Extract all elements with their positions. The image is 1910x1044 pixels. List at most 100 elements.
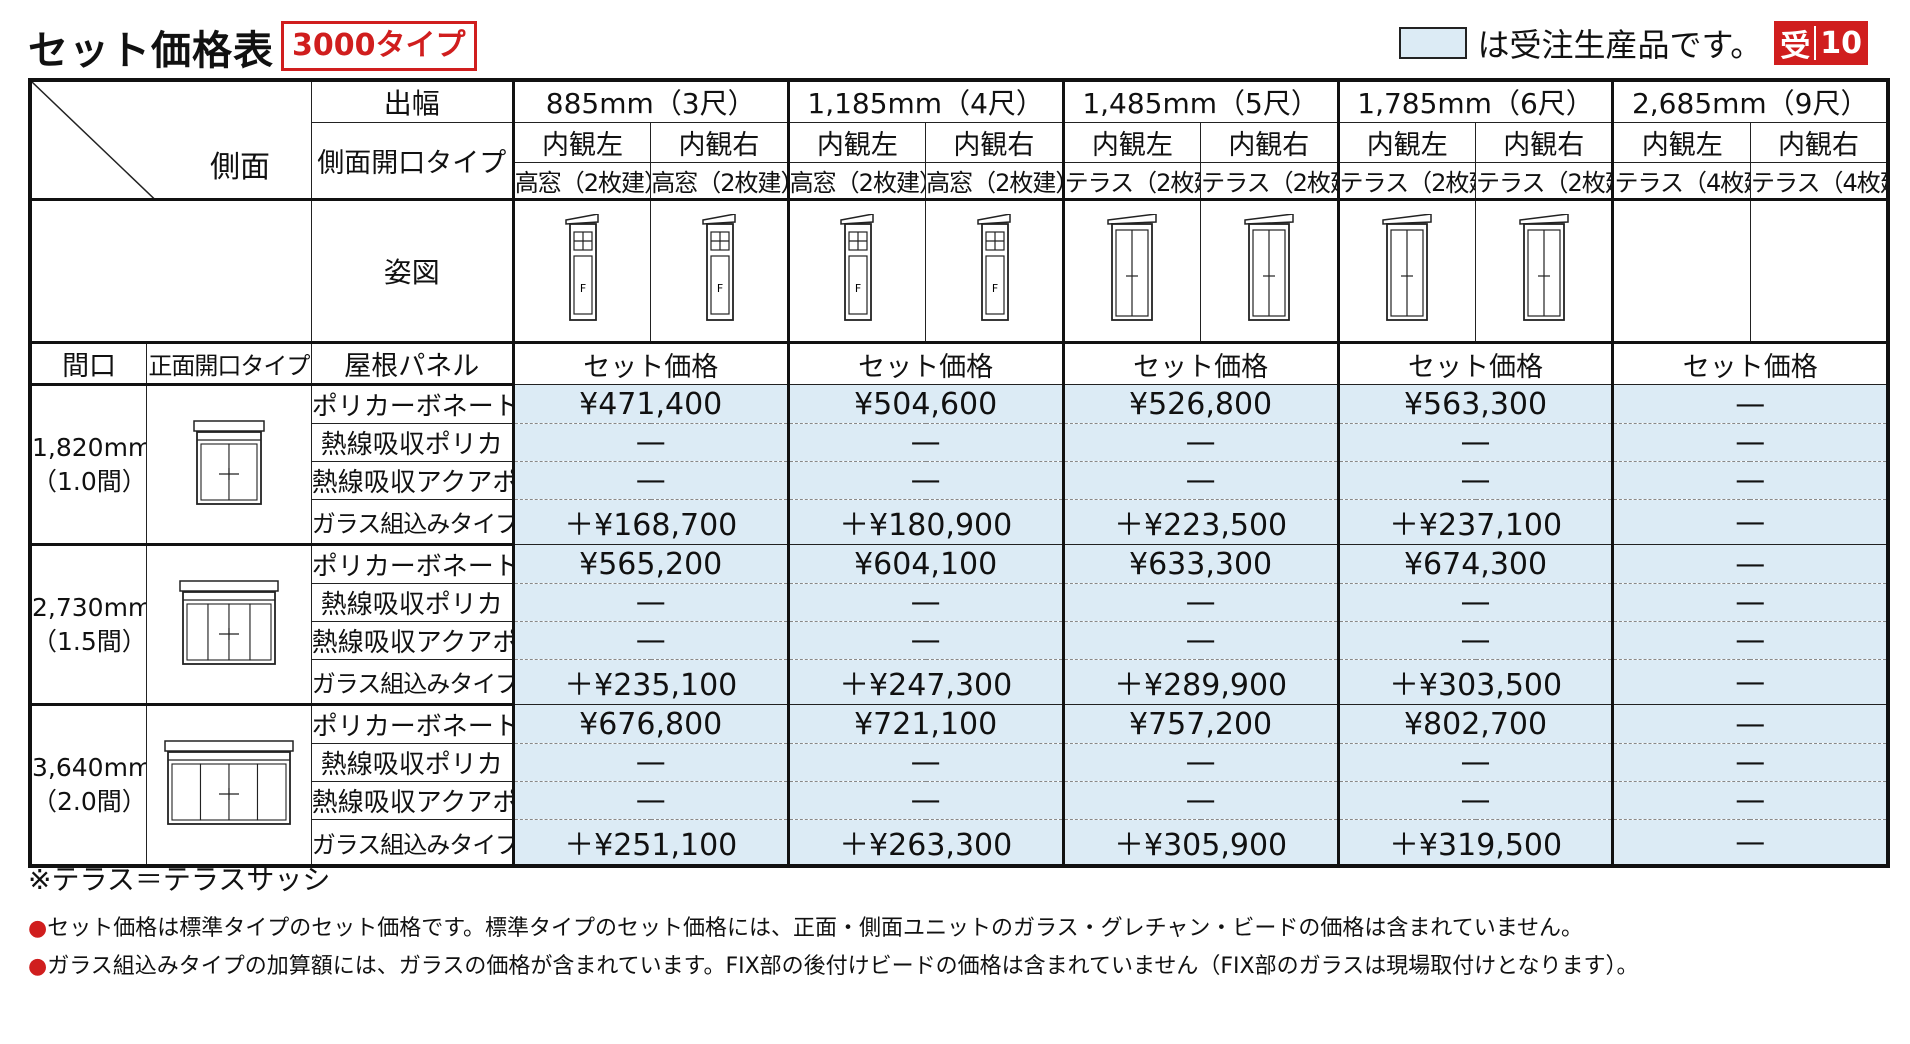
opening-type-1: 高窓（2枚建） <box>650 162 789 200</box>
legend-swatch <box>1399 27 1468 59</box>
side-elevation-terrace-icon <box>1102 213 1162 328</box>
front-elevation-icon <box>164 740 294 830</box>
price-cell: — <box>1611 384 1889 424</box>
maguchi-cell-1: 2,730mm （1.5間） <box>29 543 148 705</box>
maguchi-mm: 1,820mm <box>32 432 147 462</box>
width-1785: 1,785mm（6尺） <box>1336 79 1614 123</box>
roof-type-label: 熱線吸収ポリカ <box>310 423 514 462</box>
svg-text:F: F <box>855 282 861 295</box>
price-cell: — <box>1336 461 1614 500</box>
price-row: 熱線吸収アクアポリカ————— <box>30 781 1889 820</box>
roof-type-label: ガラス組込みタイプ加算額 <box>310 659 514 705</box>
price-cell: — <box>511 743 789 782</box>
side-elevation-terrace-icon <box>1377 213 1437 328</box>
legend-text: は受注生産品です。 <box>1477 26 1763 64</box>
price-cell: — <box>1611 743 1889 782</box>
price-cell: — <box>1611 583 1889 622</box>
side-left-1: 内観左 <box>786 122 927 163</box>
price-cell: — <box>1611 499 1889 545</box>
side-right-4: 内観右 <box>1749 122 1889 163</box>
price-cell: ＋¥305,900 <box>1061 819 1339 867</box>
front-type-cell-0 <box>146 383 312 545</box>
price-cell: — <box>786 743 1064 782</box>
figure-cell-4 <box>1061 198 1202 343</box>
price-cell: ¥563,300 <box>1336 384 1614 424</box>
width-1185: 1,185mm（4尺） <box>786 79 1064 123</box>
price-cell: ＋¥263,300 <box>786 819 1064 867</box>
price-cell: — <box>1611 704 1889 744</box>
opening-type-7: テラス（2枚建） <box>1475 162 1614 200</box>
col-roof: 屋根パネル <box>310 341 514 385</box>
side-right-2: 内観右 <box>1200 122 1339 163</box>
roof-type-label: 熱線吸収アクアポリカ <box>310 461 514 500</box>
diagonal-line <box>32 82 155 199</box>
roof-type-label: 熱線吸収ポリカ <box>310 583 514 622</box>
side-elevation-high-window-icon: F <box>552 213 612 328</box>
badge-number: 10 <box>1820 25 1862 61</box>
row-label-opening: 側面開口タイプ <box>310 122 514 200</box>
price-cell: ＋¥319,500 <box>1336 819 1614 867</box>
figure-cell-1: F <box>650 198 789 343</box>
price-row: ガラス組込みタイプ加算額＋¥251,100＋¥263,300＋¥305,900＋… <box>30 819 1889 867</box>
price-cell: — <box>786 461 1064 500</box>
price-cell: — <box>1336 423 1614 462</box>
price-cell: ＋¥235,100 <box>511 659 789 705</box>
price-cell: ¥674,300 <box>1336 544 1614 584</box>
set-price-header-1: セット価格 <box>786 341 1064 385</box>
price-cell: — <box>1336 781 1614 820</box>
price-cell: ¥757,200 <box>1061 704 1339 744</box>
page-title: セット価格表 <box>28 28 274 74</box>
corner-side-label: 側面 <box>210 150 270 185</box>
price-row: 熱線吸収アクアポリカ————— <box>30 621 1889 660</box>
roof-type-label: ガラス組込みタイプ加算額 <box>310 499 514 545</box>
price-cell: — <box>1611 621 1889 660</box>
corner-header: 側面 正面 <box>29 79 312 200</box>
price-cell: ＋¥168,700 <box>511 499 789 545</box>
col-maguchi: 間口 <box>29 341 148 385</box>
figure-cell-9 <box>1749 198 1889 343</box>
figure-cell-6 <box>1336 198 1477 343</box>
opening-type-8: テラス（4枚建） <box>1611 162 1751 200</box>
set-price-header-0: セット価格 <box>511 341 789 385</box>
legend: は受注生産品です。 受 10 <box>1399 18 1868 68</box>
maguchi-cell-0: 1,820mm （1.0間） <box>29 383 148 545</box>
price-cell: ＋¥247,300 <box>786 659 1064 705</box>
roof-type-label: ポリカーボネート <box>310 383 514 424</box>
front-type-cell-1 <box>146 543 312 705</box>
maguchi-ken: （1.0間） <box>32 466 147 496</box>
side-right-1: 内観右 <box>925 122 1064 163</box>
svg-text:F: F <box>717 282 723 295</box>
front-elevation-icon <box>179 579 279 670</box>
roof-type-label: 熱線吸収アクアポリカ <box>310 621 514 660</box>
maguchi-mm: 3,640mm <box>32 753 147 782</box>
figure-cell-8 <box>1611 198 1751 343</box>
maguchi-ken: （2.0間） <box>32 787 147 816</box>
price-cell: — <box>786 423 1064 462</box>
price-cell: — <box>1061 781 1339 820</box>
svg-text:F: F <box>580 282 586 295</box>
figure-cell-0: F <box>511 198 652 343</box>
price-cell: — <box>1611 781 1889 820</box>
price-cell: — <box>1061 743 1339 782</box>
price-cell: — <box>511 461 789 500</box>
price-row: 3,640mm （2.0間） ポリカーボネート ¥676,800 ¥721,100 ¥75… <box>29 703 1889 867</box>
price-cell: — <box>1611 544 1889 584</box>
front-elevation-icon <box>193 419 265 510</box>
side-left-2: 内観左 <box>1061 122 1202 163</box>
figure-cell-3: F <box>925 198 1064 343</box>
price-cell: ＋¥237,100 <box>1336 499 1614 545</box>
price-row: 2,730mm （1.5間） ポリカーボネート ¥565,200 ¥604,100 ¥63… <box>29 543 1889 705</box>
opening-type-9: テラス（4枚建） <box>1749 162 1889 200</box>
price-cell: — <box>786 621 1064 660</box>
price-row: ガラス組込みタイプ加算額＋¥168,700＋¥180,900＋¥223,500＋… <box>30 499 1889 545</box>
width-2685: 2,685mm（9尺） <box>1611 79 1889 123</box>
note-2: ●ガラス組込みタイプの加算額には、ガラスの価格が含まれています。FIX部の後付け… <box>28 954 1639 979</box>
side-elevation-high-window-icon: F <box>964 213 1024 328</box>
price-cell: ¥721,100 <box>786 704 1064 744</box>
price-cell: ¥471,400 <box>511 384 789 424</box>
maguchi-mm: 2,730mm <box>32 592 147 622</box>
roof-type-label: ポリカーボネート <box>310 703 514 744</box>
price-cell: — <box>1611 423 1889 462</box>
side-right-0: 内観右 <box>650 122 789 163</box>
note-1: ●セット価格は標準タイプのセット価格です。標準タイプのセット価格には、正面・側面… <box>28 916 1584 941</box>
